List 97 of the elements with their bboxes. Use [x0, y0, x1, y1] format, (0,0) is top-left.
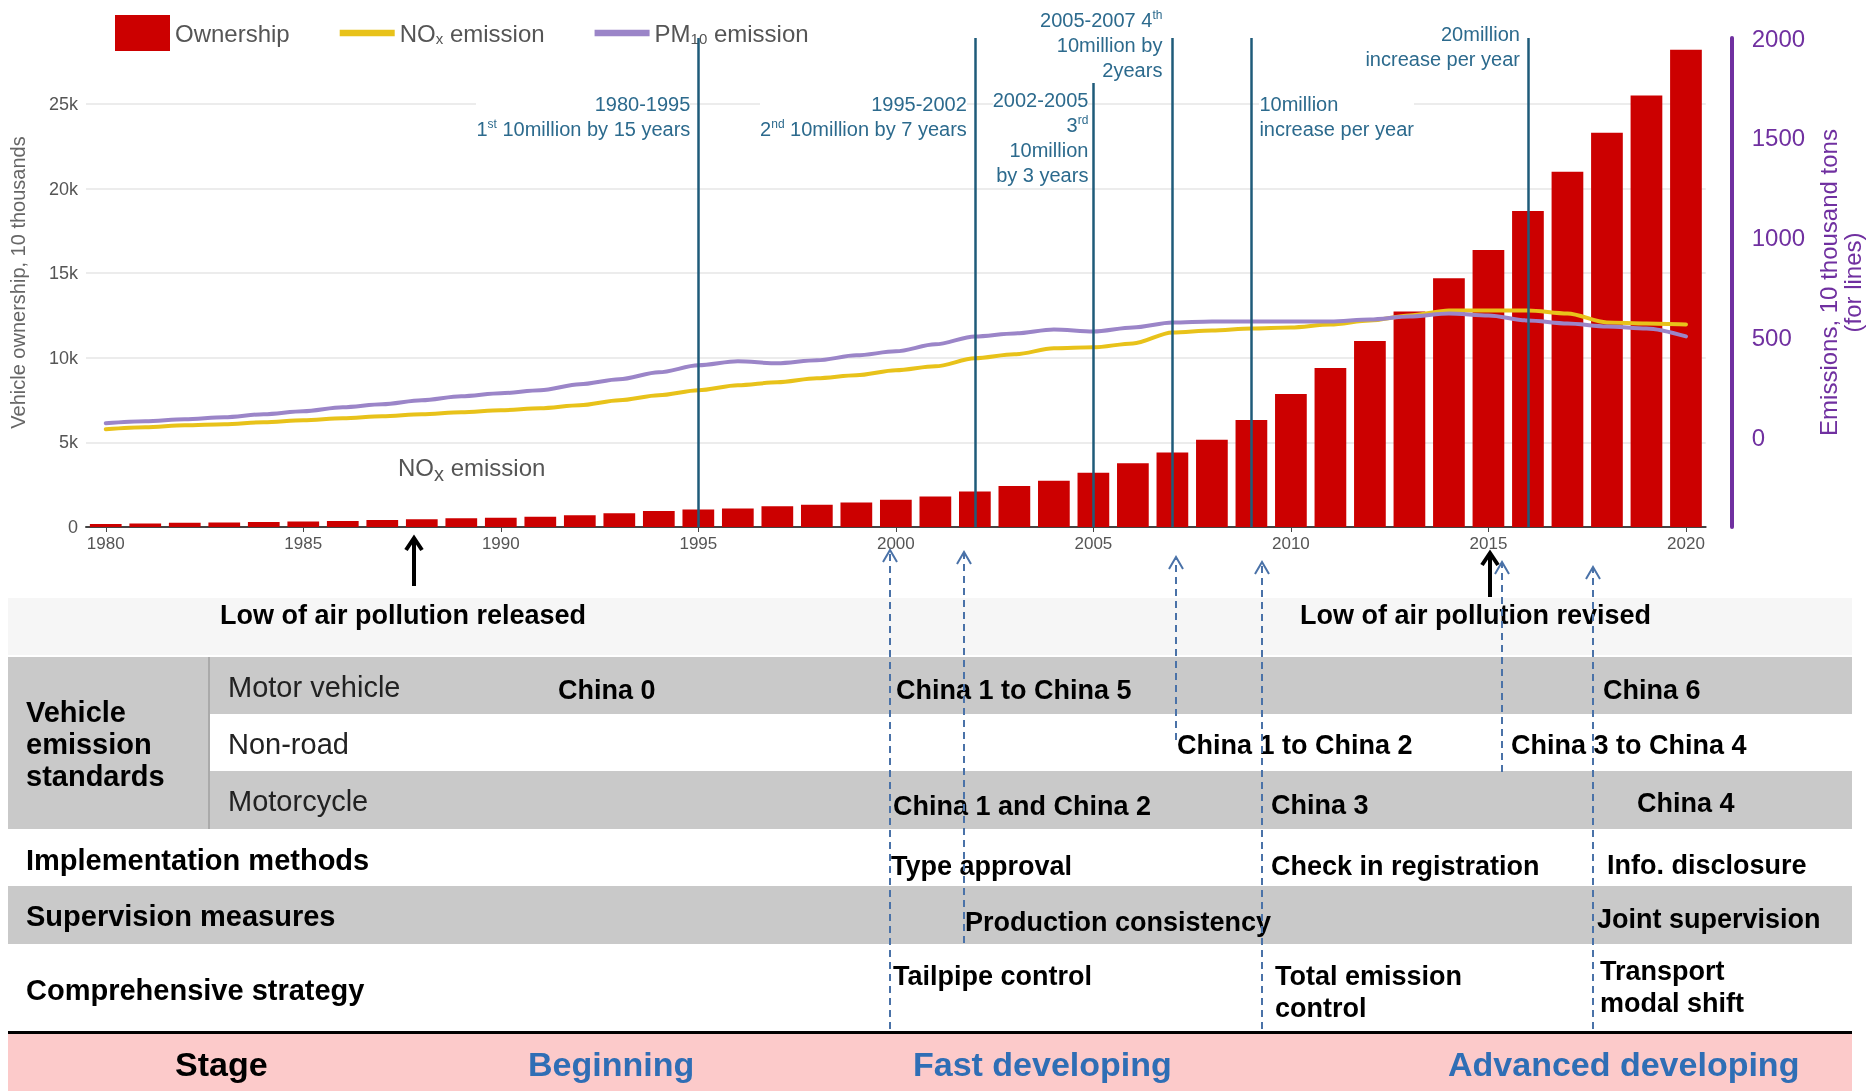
x-tick-label: 2020: [1667, 534, 1705, 553]
bar: [1038, 480, 1070, 527]
annotation: NO$_{x}$ emission: [398, 452, 546, 488]
bar: [1275, 394, 1307, 527]
x-tick-label: 2000: [876, 534, 915, 553]
ref-line-label: 2002-2005 3$^{rd}$ 10million by 3 years: [992, 88, 1089, 188]
bar: [1314, 368, 1347, 527]
y-tick-label: 25k: [48, 93, 79, 114]
bar: [642, 511, 675, 527]
bar: [761, 506, 794, 527]
text: Fast developing: [913, 1045, 1172, 1083]
ref-line-label: 10million increase per year: [1259, 92, 1414, 142]
text: China 3 to China 4: [1511, 729, 1747, 761]
bar: [998, 486, 1031, 527]
bar: [1433, 278, 1465, 527]
bar: [326, 520, 359, 527]
text: Vehicle emission standards: [26, 696, 166, 792]
text: Non-road: [228, 728, 349, 760]
bar: [603, 513, 636, 527]
bar: [959, 491, 991, 527]
bar: [563, 515, 596, 527]
text: Total emission control: [1275, 960, 1464, 1024]
y-tick-label: 20k: [48, 178, 79, 199]
bar: [800, 504, 833, 527]
bar: [919, 496, 952, 527]
legend-label: NOx emission: [399, 19, 545, 47]
x-tick-label: 1990: [481, 534, 520, 553]
legend-label: Ownership: [175, 19, 290, 47]
y-tick-label: 15k: [48, 263, 79, 284]
text: Low of air pollution released: [220, 599, 587, 631]
bar: [1196, 439, 1228, 527]
text: Motorcycle: [228, 785, 369, 817]
text: China 3: [1271, 789, 1369, 821]
x-tick-label: 2015: [1469, 534, 1508, 553]
bar: [484, 517, 517, 527]
bar: [721, 508, 754, 527]
bar: [1393, 311, 1426, 527]
x-tick-label: 1980: [86, 534, 125, 553]
text: Supervision measures: [26, 900, 336, 932]
text: Comprehensive strategy: [26, 974, 365, 1006]
bar: [366, 520, 399, 527]
bar: [682, 509, 715, 527]
text: Beginning: [528, 1045, 695, 1083]
text: China 1 and China 2: [893, 790, 1152, 822]
bar: [1670, 49, 1702, 527]
bar: [879, 499, 912, 527]
bar: [208, 522, 241, 527]
text: Low of air pollution revised: [1300, 599, 1652, 631]
text: China 1 to China 5: [896, 674, 1132, 706]
y-tick-label: 10k: [48, 347, 79, 368]
bar: [1472, 250, 1505, 527]
ref-line-label: 20million increase per year: [1365, 22, 1520, 72]
ref-line-label: 2005-2007 4$^{th}$ 10million by 2years: [1040, 8, 1163, 83]
text: Joint supervision: [1597, 903, 1821, 935]
y-tick-label: 5k: [58, 432, 79, 453]
text: Advanced developing: [1448, 1045, 1800, 1083]
text: Transport modal shift: [1600, 955, 1745, 1019]
text: Motor vehicle: [228, 671, 401, 703]
y-tick-label: 0: [67, 517, 78, 537]
text: Tailpipe control: [893, 960, 1093, 992]
bar: [445, 518, 478, 527]
bar: [1354, 340, 1386, 527]
y2-axis-title: Emissions, 10 thousand tons (for lines): [1814, 129, 1866, 436]
bar: [524, 516, 557, 527]
x-tick-label: 2010: [1271, 534, 1310, 553]
text: China 6: [1603, 674, 1701, 706]
x-tick-label: 1985: [284, 534, 323, 553]
y2-tick-label: 1000: [1751, 224, 1806, 252]
bar: [405, 519, 438, 527]
x-tick-label: 2005: [1074, 534, 1113, 553]
bar: [1551, 171, 1584, 527]
text: Stage: [175, 1045, 268, 1083]
text: Info. disclosure: [1607, 849, 1807, 881]
text: Check in registration: [1271, 850, 1540, 882]
text: Implementation methods: [26, 844, 370, 876]
x-tick-label: 1995: [679, 534, 718, 553]
y-axis-title: Vehicle ownership, 10 thousands: [7, 136, 29, 429]
bar: [1117, 463, 1149, 527]
bar: [89, 523, 122, 527]
legend-label: PM10 emission: [654, 19, 809, 47]
text: Type approval: [891, 850, 1073, 882]
bar: [1630, 95, 1663, 527]
bar: [287, 521, 320, 527]
y2-tick-label: 1500: [1751, 124, 1806, 152]
text: China 4: [1637, 787, 1735, 819]
bar: [840, 502, 873, 527]
bar: [1591, 132, 1623, 527]
text: 1995-2002 2$^{nd}$ 10million by 7 years: [760, 93, 967, 140]
text: China 0: [558, 674, 656, 706]
y2-tick-label: 0: [1751, 423, 1766, 451]
bar: [129, 523, 162, 527]
y2-tick-label: 500: [1751, 323, 1792, 351]
bar: [247, 522, 280, 527]
text: Production consistency: [965, 906, 1272, 938]
bar: [168, 522, 201, 527]
y2-tick-label: 2000: [1751, 24, 1806, 52]
text: 1980-1995 1$^{st}$ 10million by 15 years: [476, 93, 691, 140]
